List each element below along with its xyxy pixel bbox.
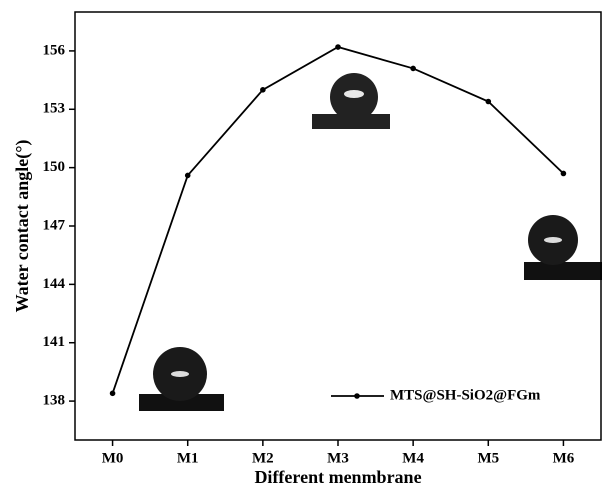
droplet-highlight [171,371,189,377]
point [185,173,191,179]
y-tick-label: 147 [43,217,66,233]
x-tick-label: M2 [252,450,274,466]
point [335,44,341,50]
x-tick-label: M1 [177,450,199,466]
x-tick-label: M0 [102,450,124,466]
legend-label: MTS@SH-SiO2@FGm [390,387,541,403]
point [410,66,416,72]
droplet-highlight [544,237,562,243]
droplet-images [139,73,602,411]
point [260,87,266,93]
y-tick-label: 144 [43,276,66,292]
substrate [524,262,602,280]
x-tick-label: M5 [477,450,499,466]
point [485,99,491,105]
x-tick-label: M3 [327,450,349,466]
y-axis-label: Water contact angle(°) [12,140,33,313]
page: Different menmbrane Water contact angle(… [0,0,603,492]
y-tick-label: 138 [43,393,66,409]
chart: Different menmbrane Water contact angle(… [0,0,603,492]
point [110,391,116,397]
droplet-highlight [344,90,364,98]
x-tick-label: M4 [402,450,424,466]
legend-marker [354,393,360,399]
y-tick-label: 153 [43,101,66,117]
y-tick-label: 150 [43,159,66,175]
x-tick-label: M6 [553,450,575,466]
y-tick-label: 156 [43,42,66,58]
y-tick-label: 141 [43,334,66,350]
point [561,171,567,177]
x-axis-label: Different menmbrane [254,467,421,487]
